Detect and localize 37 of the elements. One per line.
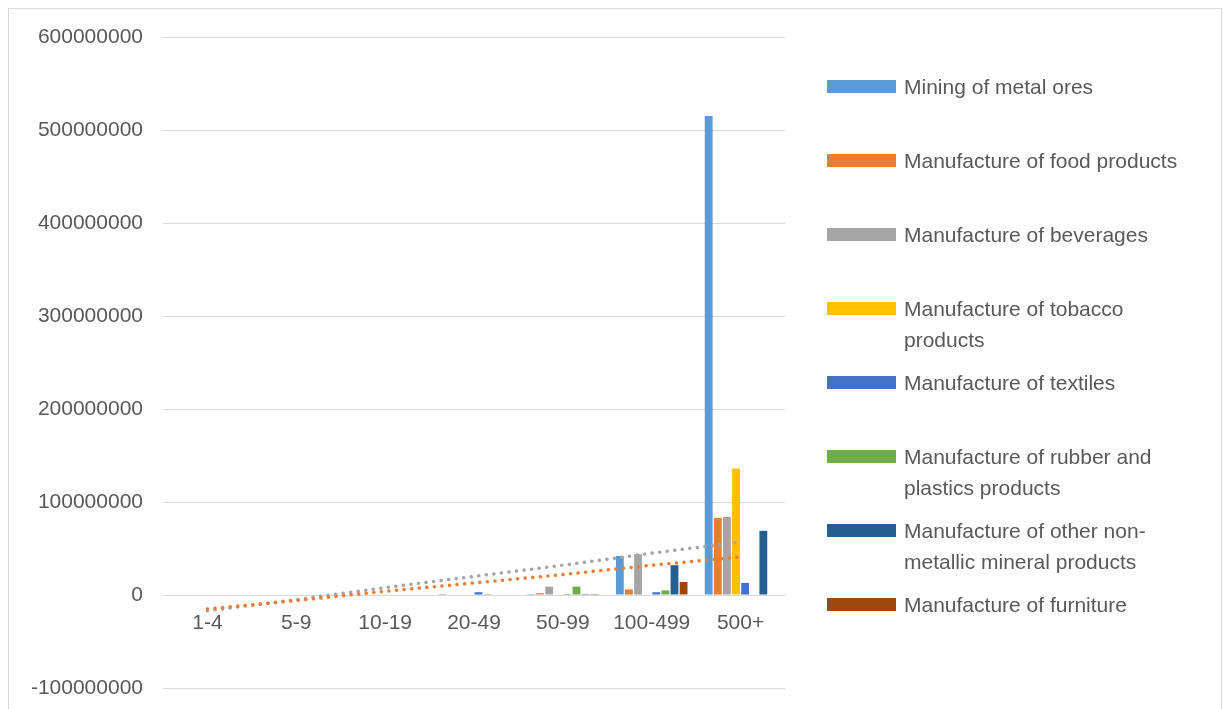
legend-label: Manufacture of textiles: [904, 370, 1117, 396]
y-tick-label: -100000000: [30, 674, 143, 698]
bar: [625, 589, 633, 595]
bar: [670, 565, 679, 595]
bar: [615, 555, 624, 595]
y-tick-label: 100000000: [37, 488, 143, 512]
bar: [741, 582, 750, 595]
legend-label: Manufacture of rubber and plastics products: [904, 444, 1153, 501]
bar: [474, 592, 483, 595]
legend-label: Manufacture of beverages: [904, 222, 1149, 248]
legend-label: Mining of metal ores: [904, 74, 1095, 100]
x-tick-label: 10-19: [358, 610, 412, 634]
bar: [652, 592, 661, 595]
bar: [759, 530, 768, 595]
legend-label: Manufacture of tobacco products: [904, 296, 1125, 353]
bar: [634, 554, 642, 595]
x-tick-label: 20-49: [447, 610, 501, 634]
x-tick-label: 50-99: [536, 610, 590, 634]
x-tick-label: 100-499: [613, 610, 691, 634]
bar: [679, 581, 688, 595]
legend-label: Manufacture of food products: [904, 148, 1179, 174]
bar: [545, 586, 554, 595]
bar: [732, 468, 740, 595]
bar: [704, 116, 713, 595]
bar: [572, 586, 581, 595]
legend-label: Manufacture of other non-metallic mineral products: [904, 518, 1147, 575]
y-tick-label: 500000000: [37, 116, 143, 140]
bar: [661, 590, 670, 595]
y-tick-label: 200000000: [37, 395, 143, 419]
y-tick-label: 300000000: [37, 302, 143, 326]
x-tick-label: 1-4: [192, 610, 223, 634]
legend-label: Manufacture of furniture: [904, 592, 1128, 618]
y-tick-label: 600000000: [37, 23, 143, 47]
x-tick-label: 500+: [716, 610, 765, 634]
x-tick-label: 5-9: [281, 610, 312, 634]
y-tick-label: 0: [131, 581, 143, 605]
y-tick-label: 400000000: [37, 209, 143, 233]
